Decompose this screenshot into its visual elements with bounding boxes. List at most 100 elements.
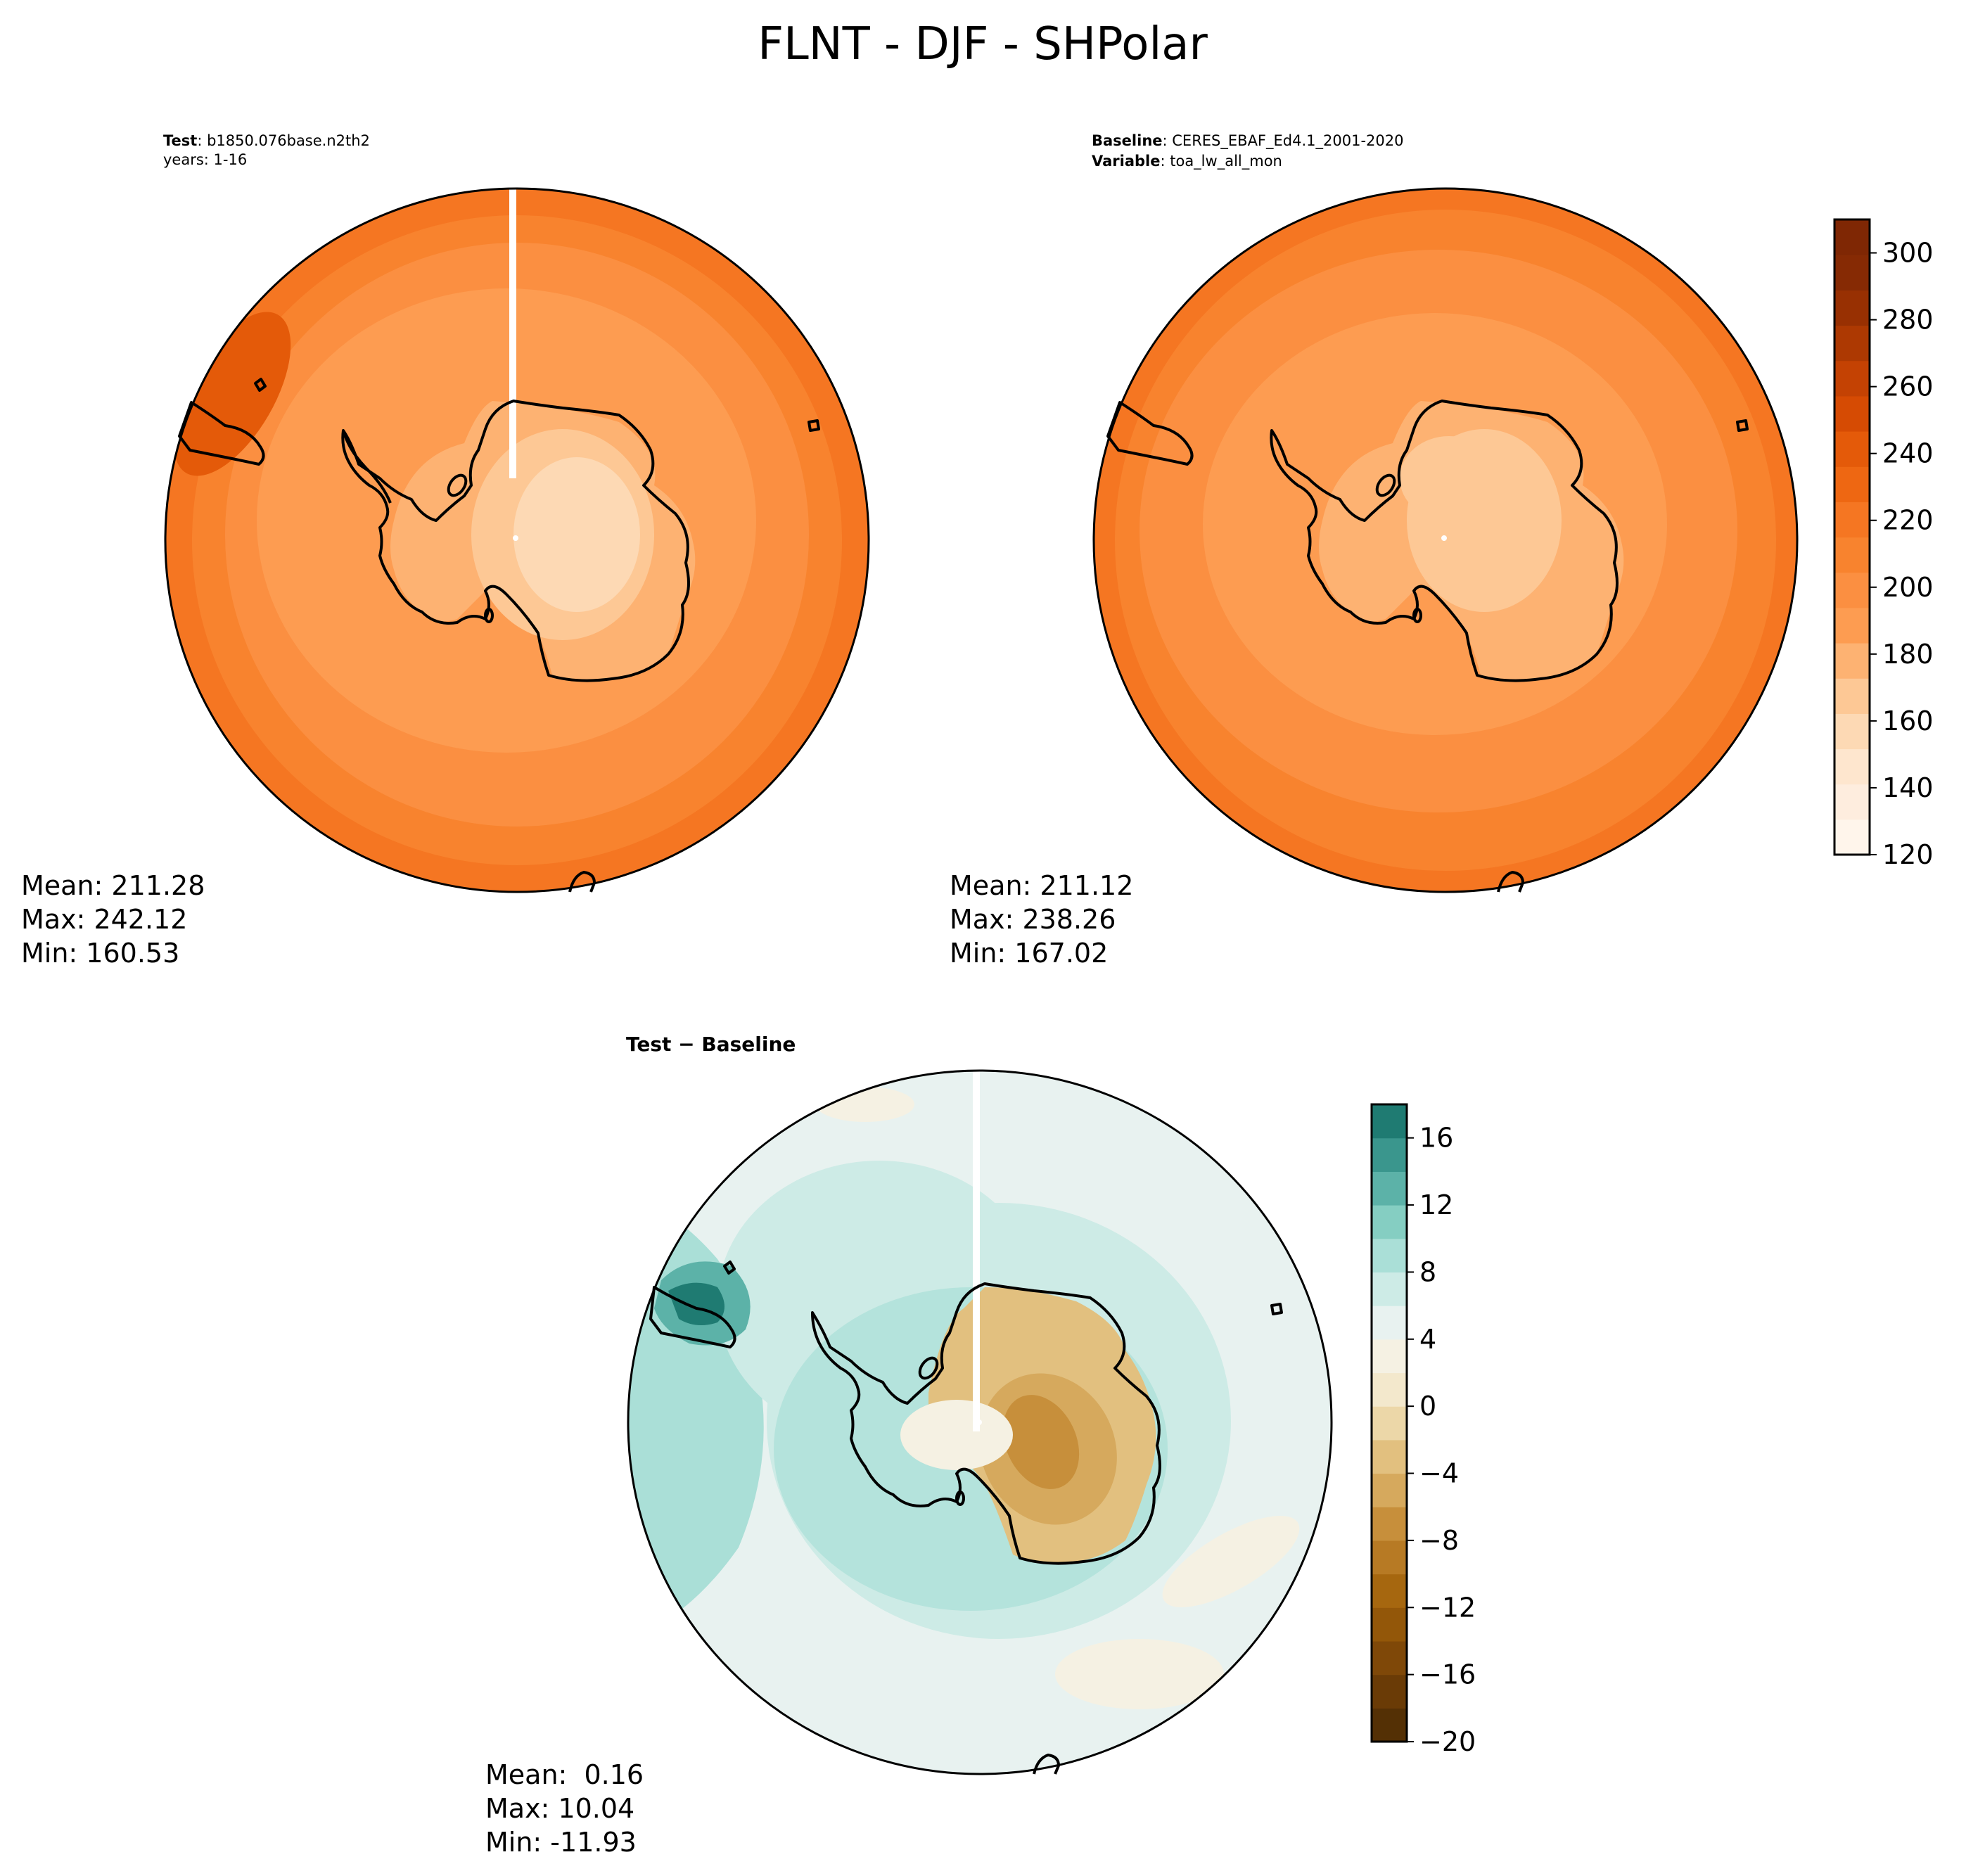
colorbar-diff-swatch	[1372, 1574, 1407, 1608]
colorbar-abs-swatch	[1834, 466, 1870, 502]
baseline-plateau-2	[1400, 436, 1498, 521]
colorbar-diff-tick-label: 8	[1419, 1256, 1436, 1287]
colorbar-abs-tick-label: 200	[1882, 572, 1934, 603]
diff-data-gap	[973, 1071, 980, 1431]
colorbar-diff-swatch	[1372, 1406, 1407, 1441]
colorbar-abs-swatch	[1834, 325, 1870, 362]
colorbar-diff-swatch	[1372, 1607, 1407, 1642]
diff-coast-southamerica	[649, 1286, 736, 1348]
colorbar-diff-swatch	[1372, 1137, 1407, 1172]
panel-difference: Test − Baseline	[485, 1033, 1333, 1858]
baseline-map-border	[1092, 187, 1799, 893]
colorbar-diff-tick-label: −8	[1419, 1525, 1459, 1556]
figure-title: FLNT - DJF - SHPolar	[758, 18, 1208, 70]
colorbar-diff-swatch	[1372, 1708, 1407, 1742]
colorbar-abs-tick-label: 180	[1882, 639, 1934, 670]
diff-pole-dot	[976, 1419, 982, 1425]
test-map	[165, 189, 869, 892]
panel-baseline: Baseline: CERES_EBAF_Ed4.1_2001-2020 Var…	[950, 132, 1799, 969]
test-coastline	[178, 378, 820, 893]
colorbar-diff-swatch	[1372, 1640, 1407, 1676]
baseline-label-rest: : CERES_EBAF_Ed4.1_2001-2020	[1163, 132, 1404, 150]
colorbar-abs-tick-label: 300	[1882, 238, 1934, 269]
diff-title: Test − Baseline	[626, 1033, 796, 1056]
test-coast-island	[254, 378, 267, 392]
colorbar-abs-swatch	[1834, 502, 1870, 538]
colorbar-abs-swatch	[1834, 431, 1870, 467]
baseline-coast-nz	[1497, 871, 1524, 893]
diff-coast-antarctica	[811, 1282, 1161, 1565]
test-band-dark-nw	[173, 312, 291, 476]
baseline-coast-antarctica	[1270, 400, 1619, 682]
colorbar-abs-swatch	[1834, 819, 1870, 855]
colorbar-diff-swatch	[1372, 1674, 1407, 1709]
baseline-coast-island-inner-1	[1375, 473, 1396, 497]
diff-beige-south	[1055, 1639, 1224, 1709]
diff-coast-island-inner-1	[918, 1356, 939, 1380]
diff-beige-se	[1162, 1516, 1300, 1607]
test-pole-dot	[513, 535, 518, 541]
colorbar-abs-swatch	[1834, 713, 1870, 750]
diff-beige-ross	[900, 1400, 1013, 1470]
colorbar-diff-swatch	[1372, 1372, 1407, 1407]
colorbar-absolute: 120 140 160 180 200 220 240 260 280 300	[1833, 218, 1934, 870]
baseline-coastline	[1106, 400, 1749, 893]
test-stat-min: Min: 160.53	[21, 938, 179, 969]
colorbar-abs-tick-label: 240	[1882, 438, 1934, 469]
baseline-variable-rest: : toa_lw_all_mon	[1160, 153, 1282, 170]
colorbar-abs-swatch	[1834, 784, 1870, 820]
diff-stat-min: Min: -11.93	[485, 1827, 637, 1858]
colorbar-diff-tick-label: −16	[1419, 1659, 1476, 1690]
baseline-stat-min: Min: 167.02	[950, 938, 1108, 969]
colorbar-diff-swatch	[1372, 1540, 1407, 1575]
colorbar-diff-tick-label: −12	[1419, 1592, 1476, 1623]
colorbar-diff-swatch	[1372, 1473, 1407, 1507]
colorbar-abs-swatch	[1834, 748, 1870, 785]
colorbar-diff-swatch	[1372, 1171, 1407, 1206]
diff-coastline	[649, 1261, 1283, 1775]
colorbar-abs-swatch	[1834, 395, 1870, 432]
diff-coast-island-inner-2	[955, 1491, 965, 1506]
colorbar-abs-tick-label: 280	[1882, 305, 1934, 336]
colorbar-diff-swatch	[1372, 1205, 1407, 1239]
test-stat-max: Max: 242.12	[21, 904, 187, 935]
colorbar-abs-frame	[1833, 218, 1871, 856]
baseline-variable-label: Variable: toa_lw_all_mon	[1092, 153, 1282, 170]
diff-stat-mean: Mean: 0.16	[485, 1759, 644, 1790]
test-coast-antarctica	[341, 400, 690, 682]
test-label-rest: : b1850.076base.n2th2	[197, 132, 370, 149]
colorbar-diff-tick-label: 16	[1419, 1123, 1453, 1154]
colorbar-diff-frame	[1370, 1103, 1408, 1743]
colorbar-abs-swatch	[1834, 219, 1870, 255]
colorbar-diff-tick-label: −20	[1419, 1726, 1476, 1757]
test-label-bold: Test	[163, 132, 197, 149]
diff-coast-nz	[1033, 1754, 1060, 1775]
colorbar-diff-swatch	[1372, 1306, 1407, 1340]
colorbar-diff-swatch	[1372, 1507, 1407, 1541]
colorbar-abs-swatch	[1834, 678, 1870, 714]
colorbar-abs-swatch	[1834, 360, 1870, 397]
test-coast-nz	[568, 871, 596, 893]
baseline-coast-island-e	[1736, 419, 1749, 432]
test-coast-island-e	[808, 419, 820, 432]
colorbar-diff-tick-label: 4	[1419, 1324, 1436, 1355]
colorbar-diff-swatch	[1372, 1439, 1407, 1474]
colorbar-diff-swatch	[1372, 1104, 1407, 1139]
colorbar-abs-swatch	[1834, 255, 1870, 291]
diff-coast-island	[723, 1261, 736, 1275]
baseline-label: Baseline: CERES_EBAF_Ed4.1_2001-2020	[1092, 132, 1403, 150]
colorbar-abs-swatch	[1834, 537, 1870, 573]
test-stat-mean: Mean: 211.28	[21, 870, 205, 901]
test-coast-island-inner-1	[447, 473, 468, 497]
colorbar-diff-swatch	[1372, 1238, 1407, 1273]
test-years: years: 1-16	[163, 151, 247, 168]
colorbar-diff-swatch	[1372, 1339, 1407, 1374]
colorbar-difference: 16 12 8 4 0 −4 −8 −12 −16 −20	[1370, 1103, 1476, 1757]
colorbar-diff-swatch	[1372, 1272, 1407, 1306]
colorbar-abs-tick-label: 120	[1882, 839, 1934, 870]
colorbar-abs-swatch	[1834, 572, 1870, 608]
test-coast-peninsula	[342, 430, 392, 504]
colorbar-abs-swatch	[1834, 643, 1870, 679]
test-plateau-2	[513, 457, 640, 612]
